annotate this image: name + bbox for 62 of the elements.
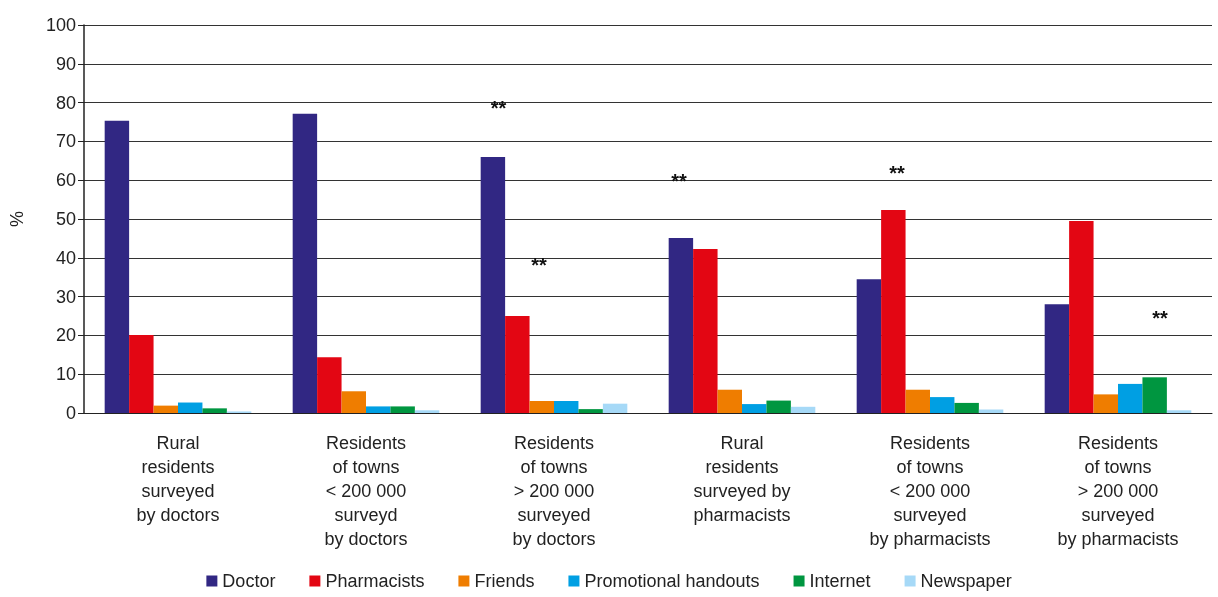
annotation: ** (531, 254, 548, 277)
legend-label: Pharmacists (325, 571, 425, 591)
legend-label: Friends (474, 571, 535, 591)
y-tick-label: 30 (55, 286, 76, 307)
bar (1166, 410, 1192, 413)
bar (693, 248, 718, 413)
bar (366, 406, 391, 413)
bar (292, 113, 318, 413)
bar (1142, 377, 1167, 413)
y-tick-label: 40 (55, 247, 76, 268)
bar (414, 410, 440, 413)
legend-label: Doctor (222, 571, 276, 591)
bar (717, 389, 742, 413)
legend-label: Internet (809, 571, 871, 591)
bar (104, 120, 130, 413)
bar (554, 400, 579, 413)
y-tick-label: 60 (55, 170, 76, 191)
bar (1044, 304, 1070, 413)
x-tick-label: Residents of towns < 200 000 surveyd by doctors (324, 433, 408, 549)
bar (668, 238, 694, 413)
bar (578, 409, 603, 413)
x-tick-label: Residents of towns < 200 000 surveyed by pharmacists (869, 433, 991, 549)
bar (602, 403, 628, 413)
bar (905, 389, 930, 413)
bar (881, 210, 906, 413)
bar (129, 335, 154, 413)
y-tick-label: 20 (55, 325, 76, 346)
bar (742, 404, 767, 413)
bar (790, 406, 816, 413)
bar (505, 316, 530, 413)
y-tick-label: 10 (55, 364, 76, 385)
bar (1093, 394, 1118, 413)
bar (930, 397, 955, 413)
bar (954, 402, 979, 413)
bar (766, 400, 791, 413)
bar (856, 279, 882, 413)
legend-label: Newspaper (920, 571, 1012, 591)
bar (390, 406, 415, 413)
bar (480, 156, 506, 413)
bar (341, 391, 366, 413)
y-tick-label: 50 (55, 209, 76, 229)
y-axis-title: % (7, 210, 27, 228)
y-tick-label: 80 (55, 92, 76, 113)
y-tick-label: 100 (45, 15, 76, 35)
annotation: ** (1152, 306, 1169, 329)
legend-label: Promotional handouts (584, 571, 760, 591)
bar (317, 357, 342, 413)
x-tick-label: Rural residents surveyed by doctors (136, 433, 220, 525)
bar (1118, 383, 1143, 413)
y-tick-label: 0 (65, 403, 76, 423)
bar (178, 402, 203, 413)
x-tick-label: Residents of towns > 200 000 surveyed by pharmacists (1057, 433, 1179, 549)
annotation: ** (889, 161, 905, 184)
bar (1069, 220, 1094, 413)
y-tick-label: 70 (55, 131, 76, 152)
bar (153, 405, 178, 413)
x-tick-label: Rural residents surveyed by pharmacists (693, 433, 791, 525)
bar (202, 408, 227, 413)
annotation: ** (490, 97, 507, 120)
x-tick-label: Residents of towns > 200 000 surveyed by doctors (512, 433, 596, 549)
bar (529, 400, 554, 413)
y-tick-label: 90 (55, 53, 76, 74)
